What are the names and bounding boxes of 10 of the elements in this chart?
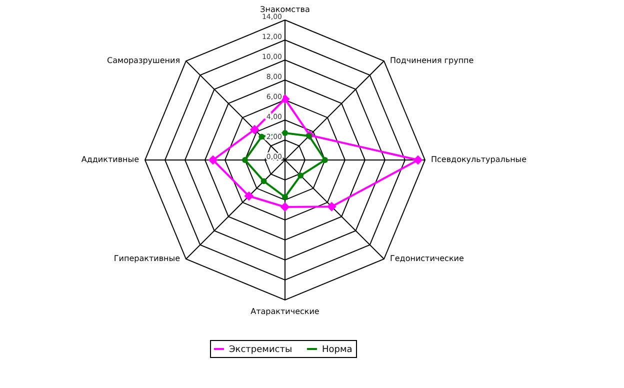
spoke-label: Аддиктивные xyxy=(81,155,140,164)
spoke-label: Псевдокультуральные xyxy=(431,155,527,164)
legend-label: Экстремисты xyxy=(229,345,292,355)
spoke-label: Гиперактивные xyxy=(114,254,180,263)
spoke-label: Атарактические xyxy=(250,307,320,316)
spoke-label: Подчинения группе xyxy=(390,56,474,66)
spoke-label: Гедонистические xyxy=(390,254,464,263)
legend-label: Норма xyxy=(322,345,352,355)
spoke-label: Саморазрушения xyxy=(107,56,180,66)
spoke-label: Знакомства xyxy=(260,5,310,14)
